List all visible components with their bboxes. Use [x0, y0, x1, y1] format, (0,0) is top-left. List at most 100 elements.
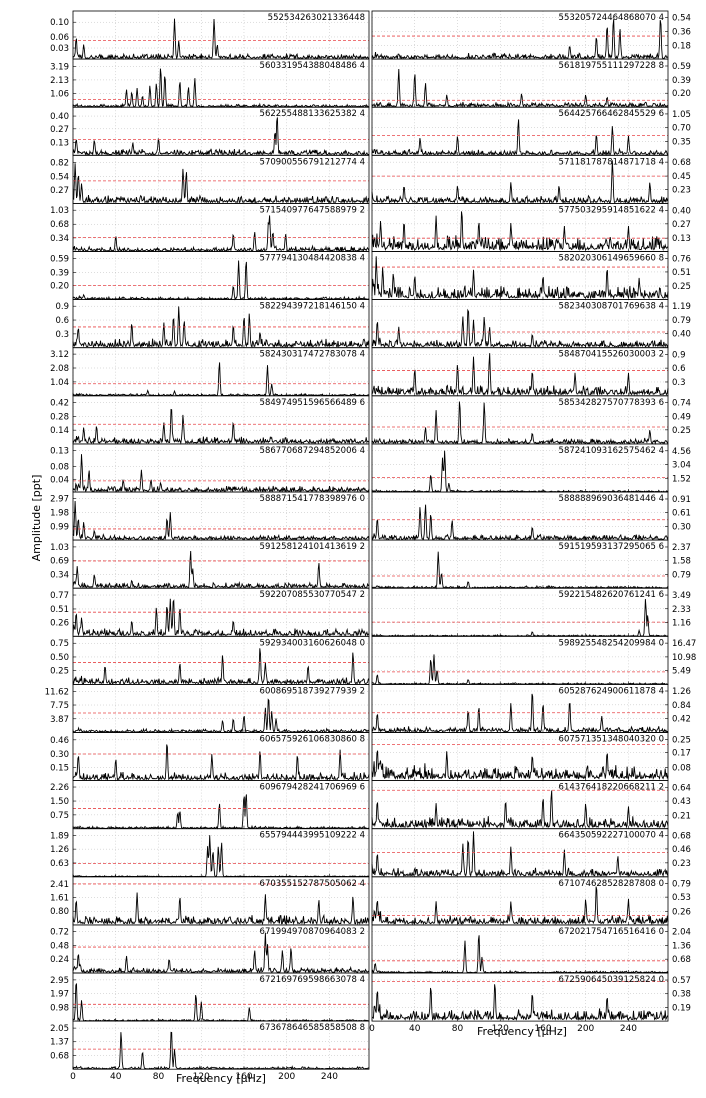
spectrum-line — [371, 308, 669, 349]
spectrum-line — [72, 1031, 370, 1071]
y-tick-label: 0.6 — [672, 364, 686, 374]
panel-title: 562255488133625382 4 — [260, 109, 365, 119]
panel-right-8: 0.3 0.6 0.9 584870415526030003 2 — [371, 347, 686, 397]
y-tick-label: 0.48 — [50, 941, 69, 951]
spectrum-line — [72, 598, 370, 637]
y-tick-label: 1.37 — [50, 1038, 69, 1048]
spectrum-line — [371, 353, 669, 397]
y-tick-label: 0.74 — [672, 398, 691, 408]
y-tick-label: 2.33 — [672, 605, 691, 615]
y-tick-label: 11.62 — [45, 687, 69, 697]
y-tick-label: 1.06 — [50, 90, 69, 100]
y-tick-label: 0.10 — [50, 18, 69, 28]
y-tick-label: 0.25 — [672, 735, 691, 745]
y-tick-label: 0.53 — [672, 893, 691, 903]
x-tick-label-left: 40 — [110, 1072, 122, 1082]
panel-title: 588888969036481446 4 — [559, 494, 664, 504]
panel-title: 605287624900611878 4 — [559, 686, 664, 696]
y-tick-label: 0.84 — [672, 701, 691, 711]
y-tick-label: 0.08 — [672, 763, 691, 773]
panel-left-21: 0.98 1.97 2.95 672169769598663078 4 — [50, 972, 370, 1022]
y-tick-label: 0.79 — [672, 570, 691, 580]
panel-left-12: 0.34 0.69 1.03 591258124101413619 2 — [50, 539, 370, 590]
panel-right-14: 5.49 10.98 16.47 598925548254209984 0 — [371, 635, 696, 685]
spectrum-line — [72, 794, 370, 830]
y-tick-label: 0.50 — [50, 653, 69, 663]
panel-frame — [72, 1020, 370, 1070]
spectrum-line — [371, 831, 669, 878]
panel-right-19: 0.26 0.53 0.79 671074628528287808 0 — [371, 876, 691, 926]
spectrum-line — [371, 935, 669, 974]
x-tick-label-right: 0 — [369, 1024, 375, 1034]
panel-left-22: 0.68 1.37 2.05 673678646585858508 8 — [50, 1020, 370, 1071]
panel-title: 584974951596566489 6 — [260, 398, 365, 408]
spectrum-line — [72, 698, 370, 734]
x-tick-label-left: 120 — [193, 1072, 210, 1082]
y-tick-label: 0.64 — [672, 784, 691, 794]
x-tick-label-right: 40 — [409, 1024, 421, 1034]
y-tick-label: 0.04 — [50, 475, 69, 485]
y-tick-label: 0.40 — [50, 112, 69, 122]
y-tick-label: 5.49 — [672, 667, 691, 677]
y-tick-label: 0.54 — [672, 14, 691, 24]
panel-title: 582340308701769638 4 — [559, 302, 664, 312]
y-tick-label: 0.68 — [672, 158, 691, 168]
x-axis-label-right: Frequency [μHz] — [477, 1025, 567, 1038]
y-tick-label: 0.08 — [50, 463, 69, 473]
panel-right-2: 0.20 0.39 0.59 561819755111297228 8 — [371, 58, 691, 109]
panel-title: 584870415526030003 2 — [559, 350, 664, 360]
y-tick-label: 0.49 — [672, 412, 691, 422]
y-tick-label: 0.77 — [50, 591, 69, 601]
y-tick-label: 1.03 — [50, 206, 69, 216]
y-tick-label: 0.39 — [50, 268, 69, 278]
y-tick-label: 0.80 — [50, 907, 69, 917]
y-tick-label: 0.40 — [672, 207, 691, 217]
y-tick-label: 1.58 — [672, 557, 691, 567]
spectrum-line — [72, 215, 370, 253]
panel-title: 592934003160626048 0 — [260, 638, 365, 648]
y-tick-label: 0.76 — [672, 254, 691, 264]
spectrum-line — [371, 19, 669, 61]
spectrum-line — [72, 648, 370, 686]
y-tick-label: 0.26 — [672, 907, 691, 917]
y-tick-label: 0.98 — [50, 1003, 69, 1013]
y-tick-label: 0.18 — [672, 41, 691, 51]
y-tick-label: 1.04 — [50, 378, 69, 388]
panel-title: 672021754716516416 0 — [559, 927, 664, 937]
y-tick-label: 0.3 — [672, 378, 686, 388]
spectrum-line — [72, 362, 370, 397]
panel-right-3: 0.35 0.70 1.05 564425766462845529 6 — [371, 106, 691, 157]
y-tick-label: 0.28 — [50, 412, 69, 422]
spectrum-line — [371, 598, 668, 637]
y-tick-label: 0.14 — [50, 426, 69, 436]
panel-title: 672169769598663078 4 — [260, 975, 365, 985]
panel-right-10: 1.52 3.04 4.56 587241093162575462 4 — [371, 443, 691, 493]
y-tick-label: 0.79 — [672, 316, 691, 326]
panel-right-12: 0.79 1.58 2.37 591519593137295065 6 — [371, 539, 691, 590]
panel-title: 655794443995109222 4 — [260, 831, 365, 841]
y-tick-label: 0.27 — [50, 125, 69, 135]
x-axis-label-left: Frequency [μHz] — [176, 1072, 266, 1085]
y-tick-label: 0.59 — [672, 62, 691, 72]
panel-title: 582430317472783078 4 — [260, 350, 365, 360]
y-tick-label: 10.98 — [672, 653, 696, 663]
y-tick-label: 2.04 — [672, 928, 691, 938]
panel-left-9: 0.14 0.28 0.42 584974951596566489 6 — [50, 395, 370, 445]
y-tick-label: 1.61 — [50, 893, 69, 903]
y-tick-label: 0.70 — [672, 124, 691, 134]
panel-left-5: 0.34 0.68 1.03 571540977647588979 2 — [50, 202, 370, 253]
panel-title: 587241093162575462 4 — [559, 446, 664, 456]
spectrum-line — [371, 119, 669, 157]
y-tick-label: 0.30 — [50, 750, 69, 760]
y-tick-label: 0.25 — [672, 282, 691, 292]
spectrum-line — [72, 500, 370, 542]
spectrum-line — [371, 504, 669, 542]
panel-right-6: 0.25 0.51 0.76 582020306149659660 8 — [371, 251, 691, 300]
panel-title: 673678646585858508 8 — [260, 1023, 365, 1033]
y-tick-label: 0.30 — [672, 523, 691, 533]
y-tick-label: 16.47 — [672, 639, 696, 649]
panel-title: 670355152787505062 4 — [260, 879, 365, 889]
panel-right-5: 0.13 0.27 0.40 577503295914851622 4 — [371, 202, 691, 252]
y-tick-label: 0.13 — [50, 447, 69, 457]
panel-title: 560331954388048486 4 — [260, 61, 365, 71]
